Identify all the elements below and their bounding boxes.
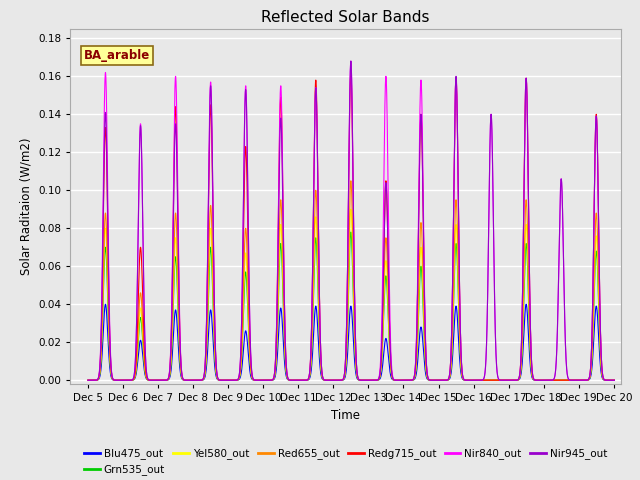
Redg715_out [84,377,92,383]
Nir945_out [347,58,355,64]
Yel580_out [84,377,92,383]
Red655_out [427,377,435,383]
Grn535_out [470,377,477,383]
Nir945_out [454,163,462,168]
Yel580_out [347,206,355,212]
Grn535_out [611,377,618,383]
Redg715_out [427,377,435,383]
Blu475_out [353,374,360,380]
Red655_out [611,377,618,383]
Blu475_out [102,301,109,307]
Nir945_out [177,362,185,368]
Line: Nir945_out: Nir945_out [88,61,614,380]
Redg715_out [454,164,462,169]
Nir945_out [353,362,360,368]
Grn535_out [353,370,360,376]
Redg715_out [470,377,477,383]
Yel580_out [353,369,360,375]
Nir945_out [301,377,309,383]
Line: Red655_out: Red655_out [88,181,614,380]
Blu475_out [177,373,185,379]
Nir840_out [177,359,185,365]
Redg715_out [508,377,515,383]
Nir945_out [610,377,618,383]
Nir945_out [611,377,618,383]
Blu475_out [611,377,618,383]
Blu475_out [470,377,477,383]
Red655_out [177,367,185,373]
Nir840_out [353,362,360,368]
Nir840_out [611,377,618,383]
Red655_out [347,178,355,184]
Blu475_out [301,377,309,383]
Text: BA_arable: BA_arable [84,49,150,62]
Line: Yel580_out: Yel580_out [88,209,614,380]
Nir840_out [84,377,92,383]
Grn535_out [454,281,462,287]
Blu475_out [427,377,435,383]
Redg715_out [611,377,618,383]
Redg715_out [347,70,355,75]
Red655_out [470,377,477,383]
Grn535_out [508,377,515,383]
Redg715_out [353,363,360,369]
Line: Grn535_out: Grn535_out [88,232,614,380]
Red655_out [301,377,309,383]
Line: Nir840_out: Nir840_out [88,61,614,380]
Nir840_out [610,377,618,383]
Red655_out [508,377,515,383]
Grn535_out [84,377,92,383]
Red655_out [84,377,92,383]
Grn535_out [301,377,309,383]
Yel580_out [301,377,309,383]
X-axis label: Time: Time [331,408,360,421]
Nir840_out [301,377,309,383]
Blu475_out [84,377,92,383]
Y-axis label: Solar Raditaion (W/m2): Solar Raditaion (W/m2) [20,138,33,275]
Yel580_out [454,267,462,273]
Redg715_out [301,377,309,383]
Nir840_out [347,58,355,64]
Yel580_out [508,377,515,383]
Line: Redg715_out: Redg715_out [88,72,614,380]
Blu475_out [454,325,462,331]
Red655_out [454,250,462,255]
Nir840_out [427,377,435,383]
Blu475_out [508,377,515,383]
Nir840_out [508,377,515,383]
Legend: Blu475_out, Grn535_out, Yel580_out, Red655_out, Redg715_out, Nir840_out, Nir945_: Blu475_out, Grn535_out, Yel580_out, Red6… [80,444,611,480]
Yel580_out [177,369,185,374]
Grn535_out [177,370,185,376]
Red655_out [353,368,360,373]
Yel580_out [470,377,477,383]
Title: Reflected Solar Bands: Reflected Solar Bands [261,10,430,25]
Nir945_out [508,377,515,383]
Yel580_out [427,377,435,383]
Nir840_out [454,164,462,169]
Line: Blu475_out: Blu475_out [88,304,614,380]
Nir945_out [427,377,435,383]
Nir945_out [84,377,92,383]
Grn535_out [427,377,435,383]
Yel580_out [611,377,618,383]
Grn535_out [347,229,355,235]
Redg715_out [177,361,185,367]
